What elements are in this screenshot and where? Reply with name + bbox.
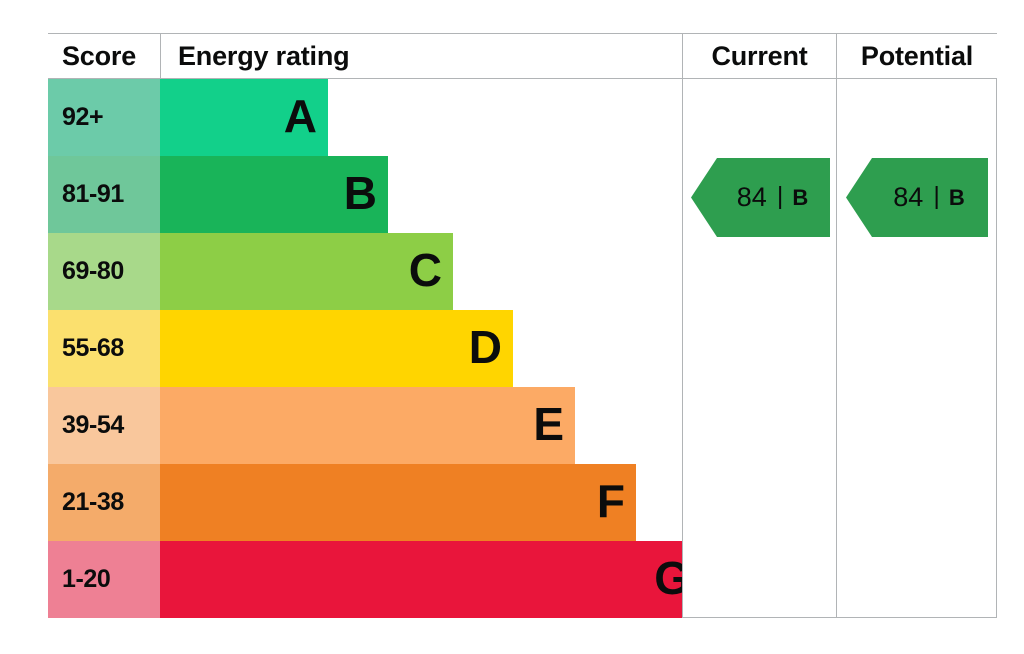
rating-band-row: 1-20 G [48, 541, 701, 618]
rating-band-row: 21-38 F [48, 464, 682, 541]
column-header-current: Current [682, 34, 836, 78]
column-header-energy-rating: Energy rating [160, 34, 682, 78]
score-range-cell: 1-20 [48, 541, 160, 618]
potential-separator: | [933, 182, 940, 210]
score-range-cell: 81-91 [48, 156, 160, 233]
rating-band-row: 39-54 E [48, 387, 682, 464]
rating-bar-f: F [160, 464, 636, 541]
band-letter: B [343, 166, 377, 219]
rating-bar-e: E [160, 387, 575, 464]
rating-band-row: 81-91 B [48, 156, 682, 233]
rating-bar-a: A [160, 79, 328, 156]
band-letter: C [408, 243, 442, 296]
rating-bar-d: D [160, 310, 513, 387]
table-body: 92+ A 81-91 B 69-80 C 55-68 D 39-54 E 21-38 F 1-20 G … [48, 79, 997, 618]
current-score-value: 84 [736, 182, 767, 212]
rating-bar-b: B [160, 156, 388, 233]
current-rating-badge: 84 | B [691, 158, 830, 237]
column-header-potential: Potential [836, 34, 997, 78]
score-range-cell: 55-68 [48, 310, 160, 387]
energy-rating-chart: Score Energy rating Current Potential 92… [48, 33, 997, 618]
table-header-row: Score Energy rating Current Potential [48, 33, 997, 79]
current-separator: | [776, 182, 784, 210]
score-range-cell: 92+ [48, 79, 160, 156]
current-rating-column: 84 | B [682, 79, 836, 618]
potential-score-value: 84 [893, 182, 924, 212]
band-letter: A [283, 89, 317, 142]
score-range-cell: 21-38 [48, 464, 160, 541]
potential-band-letter: B [948, 184, 965, 210]
score-range-cell: 39-54 [48, 387, 160, 464]
rating-band-row: 69-80 C [48, 233, 682, 310]
rating-bar-c: C [160, 233, 453, 310]
rating-band-list: 92+ A 81-91 B 69-80 C 55-68 D 39-54 E 21-38 F 1-20 G [48, 79, 701, 618]
current-band-letter: B [792, 184, 809, 210]
potential-rating-badge: 84 | B [846, 158, 988, 237]
band-letter: D [468, 320, 502, 373]
rating-bar-g: G [160, 541, 701, 618]
potential-rating-column: 84 | B [836, 79, 997, 618]
band-letter: F [596, 474, 625, 527]
score-range-cell: 69-80 [48, 233, 160, 310]
rating-band-row: 92+ A [48, 79, 682, 156]
column-header-score: Score [62, 40, 137, 71]
band-letter: E [533, 397, 564, 450]
rating-band-row: 55-68 D [48, 310, 682, 387]
